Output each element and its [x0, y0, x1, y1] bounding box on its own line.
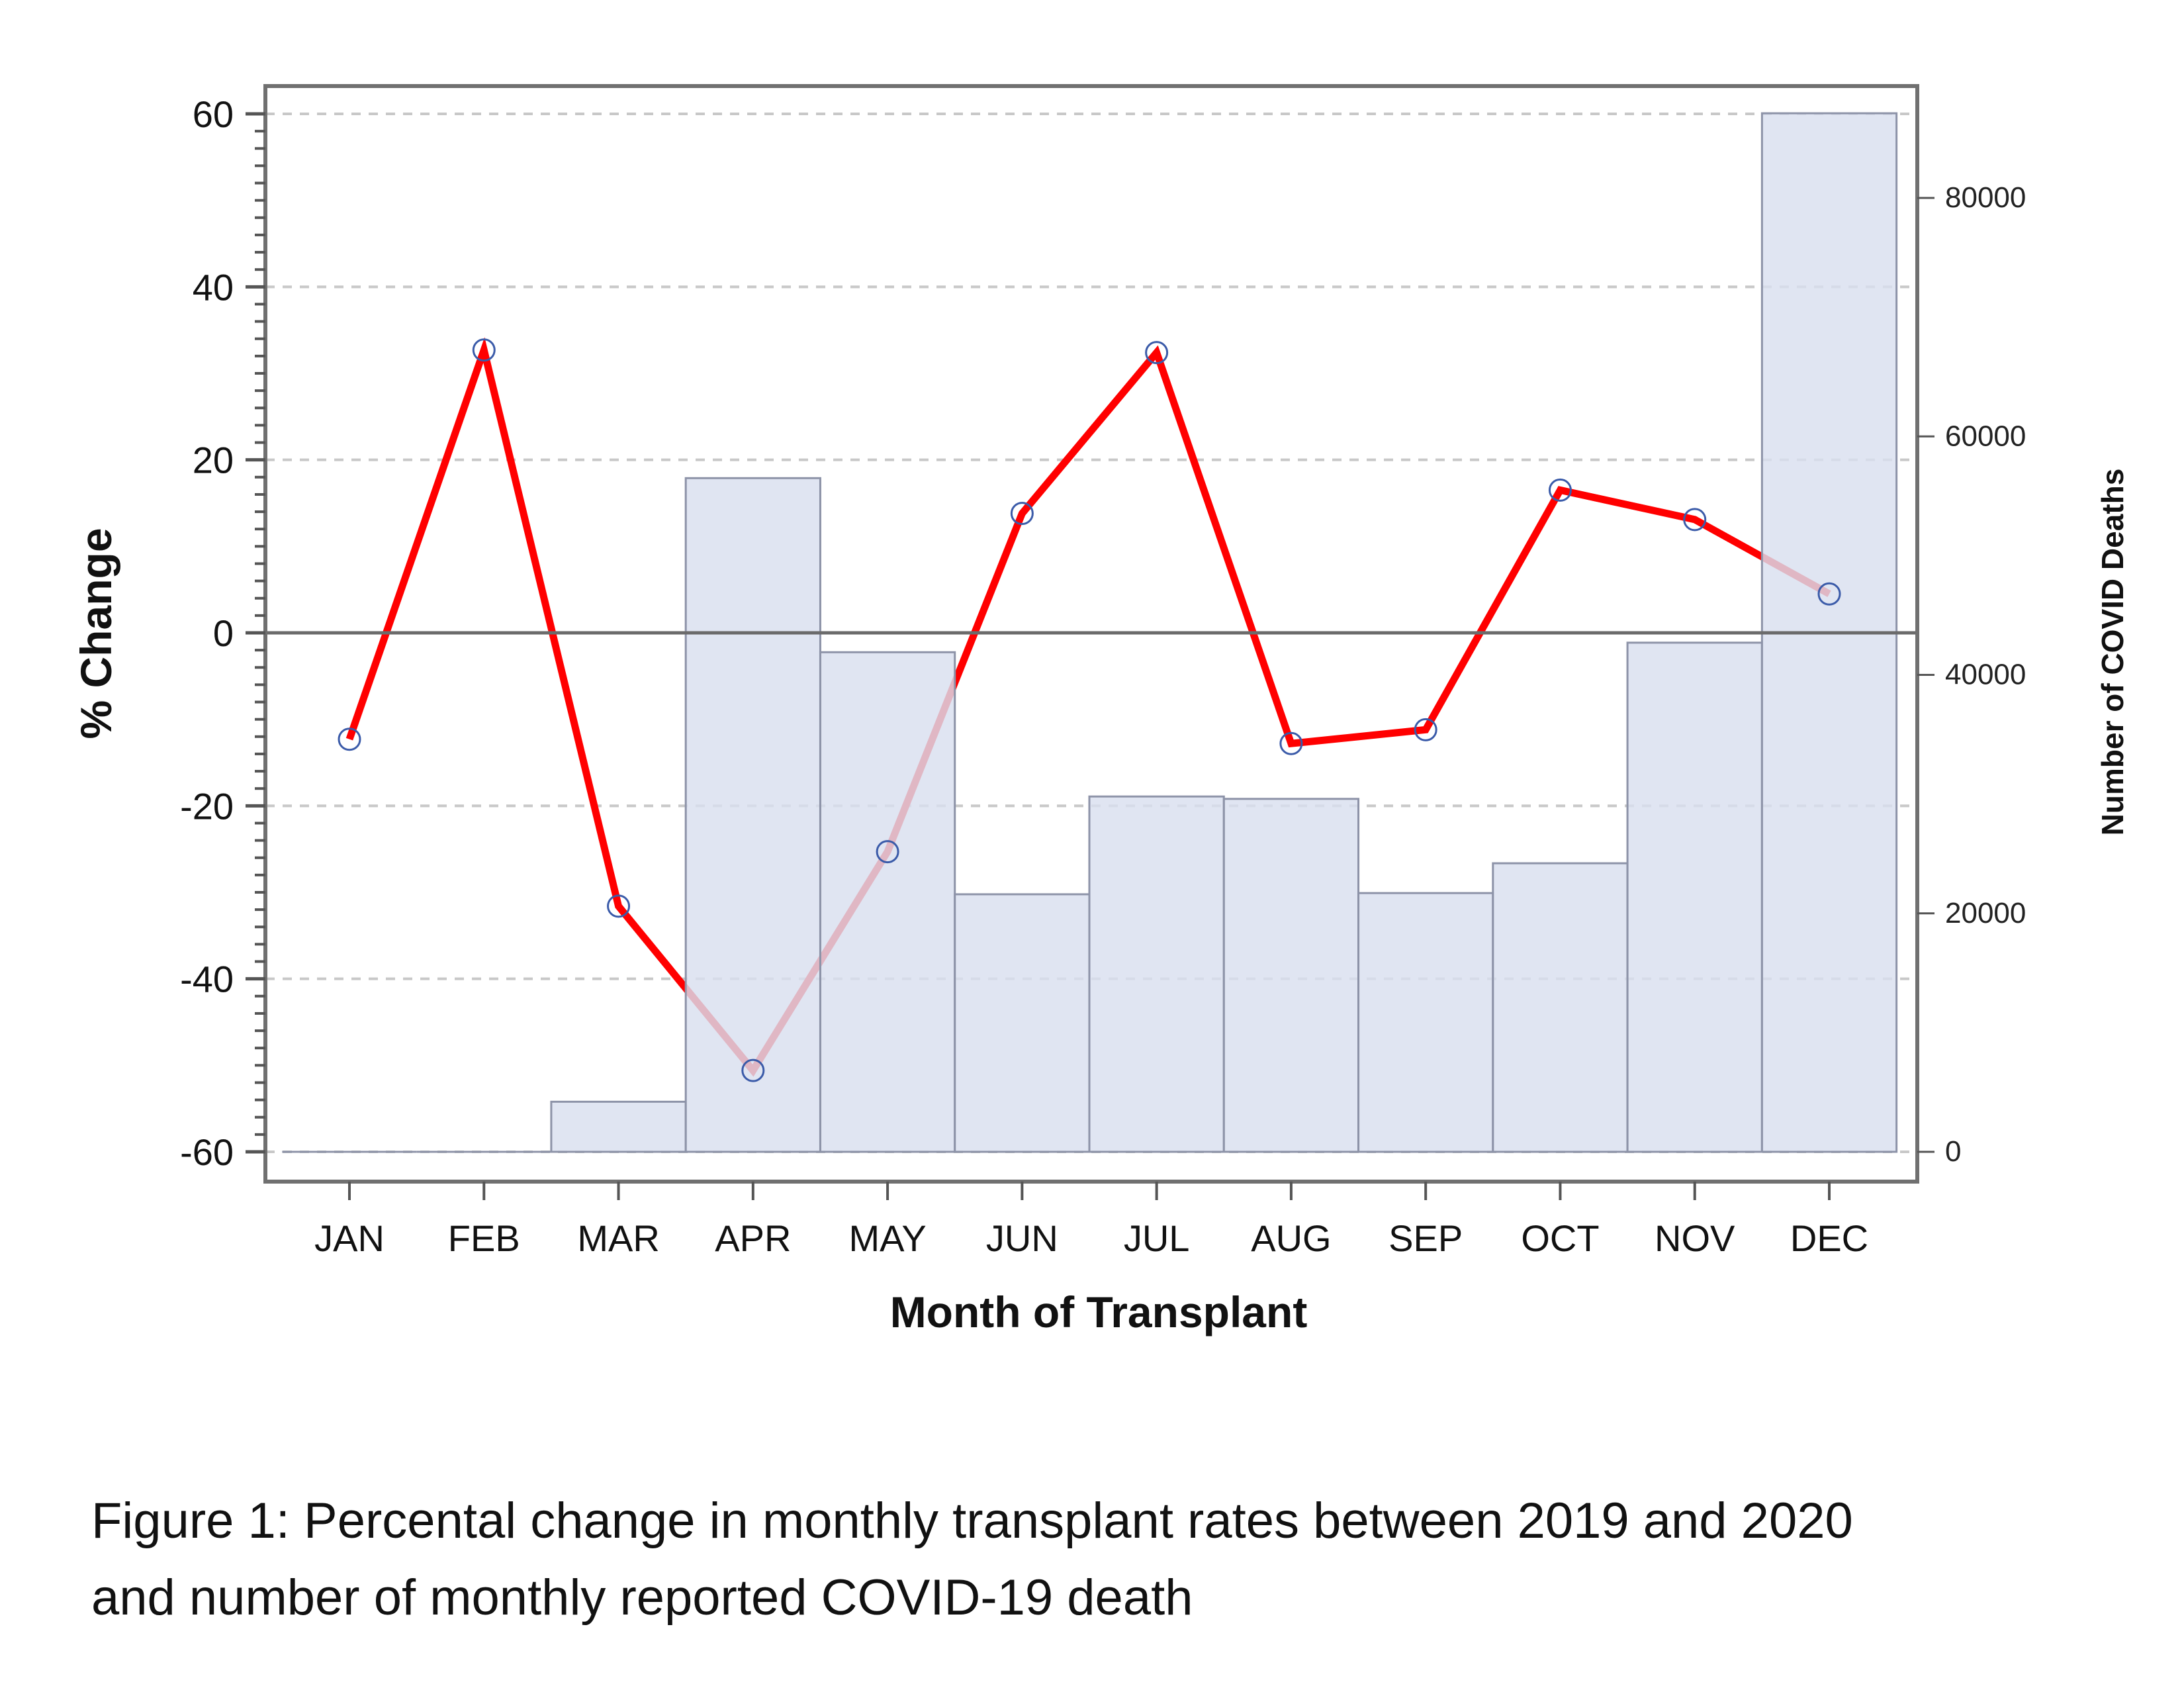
point-jun [1010, 502, 1034, 526]
figure-caption: Figure 1: Percental change in monthly tr… [91, 1483, 2143, 1636]
x-tick-label: NOV [1655, 1217, 1735, 1259]
line-series [345, 337, 1831, 1077]
point-aug [1279, 731, 1303, 755]
bar-oct [1492, 862, 1629, 1153]
point-nov [1683, 508, 1707, 532]
point-jan [338, 727, 361, 751]
x-axis: JAN FEB MAR APR MAY JUN JUL AUG SEP OCT NOV DEC [314, 1182, 1868, 1259]
y-tick-label: -60 [180, 1131, 234, 1173]
point-apr [741, 1058, 765, 1082]
x-tick-label: MAR [577, 1217, 659, 1259]
x-tick-label: JAN [314, 1217, 385, 1259]
y-axis-title: % Change [71, 528, 120, 739]
x-tick-label: JUN [986, 1217, 1058, 1259]
bar-aug [1222, 798, 1360, 1153]
y-tick-label: 0 [213, 612, 234, 654]
point-jul [1145, 341, 1169, 365]
point-dec [1817, 582, 1841, 606]
y-tick-label: 60 [193, 93, 234, 135]
x-tick-label: OCT [1521, 1217, 1599, 1259]
caption-line-2: and number of monthly reported COVID-19 … [91, 1570, 1193, 1626]
point-oct [1548, 478, 1572, 502]
bar-may [819, 651, 956, 1153]
x-tick-label: AUG [1251, 1217, 1331, 1259]
bar-apr [684, 477, 821, 1153]
x-tick-label: MAY [848, 1217, 926, 1259]
y-tick-label: 40 [193, 266, 234, 308]
y2-tick-label: 80000 [1945, 181, 2026, 214]
combo-chart: -60 -40 -20 0 20 40 60 0 20000 40000 60000 80000 J… [71, 84, 2130, 1336]
bar-nov [1626, 641, 1763, 1153]
caption-line-1: Figure 1: Percental change in monthly tr… [91, 1493, 1853, 1549]
bar-jul [1088, 795, 1225, 1153]
x-tick-label: JUL [1124, 1217, 1190, 1259]
percent-change-line [345, 337, 1831, 1077]
y-tick-label: -20 [180, 785, 234, 827]
y2-tick-label: 40000 [1945, 659, 2026, 691]
x-tick-label: DEC [1790, 1217, 1868, 1259]
x-tick-label: FEB [448, 1217, 520, 1259]
y2-tick-label: 60000 [1945, 420, 2026, 452]
bar-jun [954, 893, 1091, 1153]
x-tick-label: APR [715, 1217, 791, 1259]
bar-mar [550, 1100, 687, 1153]
point-feb [472, 338, 496, 362]
y2-tick-label: 0 [1945, 1135, 1961, 1168]
x-tick-label: SEP [1388, 1217, 1463, 1259]
point-sep [1414, 718, 1437, 741]
x-axis-title: Month of Transplant [890, 1288, 1308, 1336]
point-may [876, 840, 899, 864]
y2-tick-label: 20000 [1945, 897, 2026, 929]
right-y-axis-title: Number of COVID Deaths [2095, 469, 2130, 836]
line-markers [338, 338, 1841, 1082]
left-y-axis: -60 -40 -20 0 20 40 60 [180, 93, 265, 1173]
y-tick-label: -40 [180, 959, 234, 1000]
point-mar [607, 894, 631, 918]
right-y-axis: 0 20000 40000 60000 80000 [1917, 181, 2026, 1168]
y-tick-label: 20 [193, 440, 234, 481]
bar-sep [1357, 892, 1494, 1153]
